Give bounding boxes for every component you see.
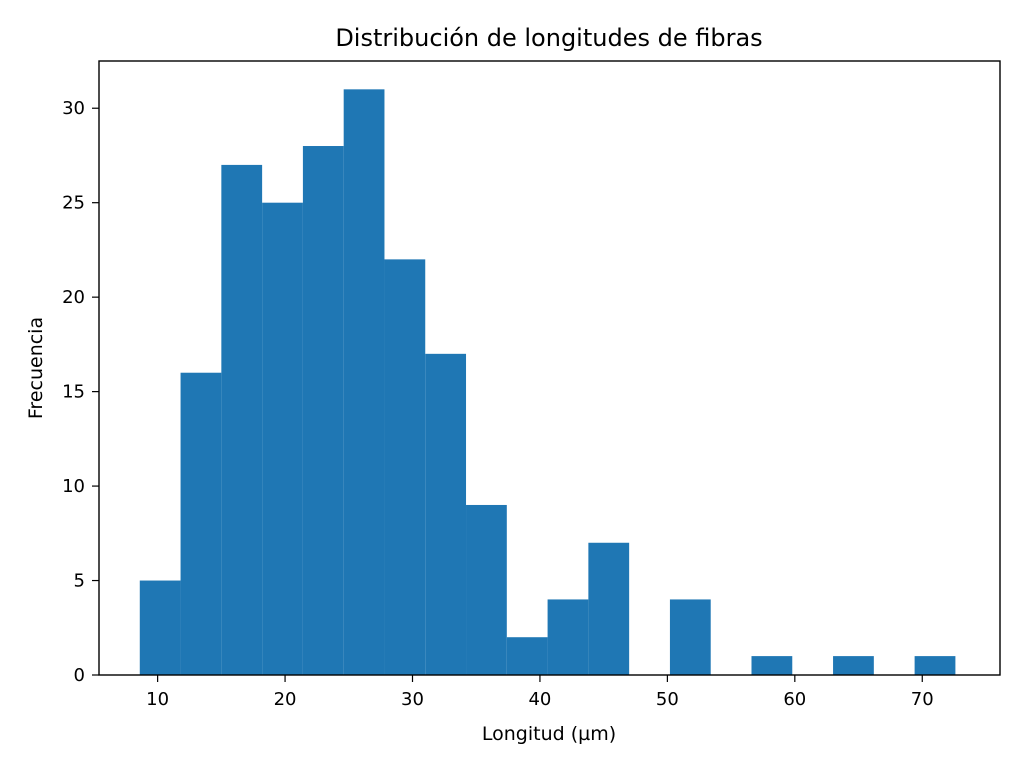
histogram-bar-2 (221, 164, 263, 675)
chart-title: Distribución de longitudes de fibras (335, 24, 762, 52)
histogram-bar-19 (914, 656, 956, 675)
x-axis-label: Longitud (µm) (482, 723, 616, 745)
x-tick-label: 20 (274, 689, 297, 710)
histogram-bar-15 (751, 656, 793, 675)
x-axis-ticks: 10 20 30 40 50 60 70 (146, 675, 934, 710)
histogram-bar-7 (425, 353, 467, 675)
histogram-bar-0 (139, 580, 181, 675)
histogram-bar-5 (343, 89, 385, 676)
y-tick-label: 30 (62, 98, 85, 119)
histogram-bar-9 (506, 637, 548, 675)
x-tick-label: 40 (528, 689, 551, 710)
y-tick-label: 5 (74, 571, 85, 592)
y-tick-label: 0 (74, 665, 85, 686)
y-tick-label: 10 (62, 476, 85, 497)
histogram-bar-1 (180, 372, 222, 675)
x-tick-label: 30 (401, 689, 424, 710)
histogram-bar-3 (262, 202, 303, 675)
x-tick-label: 10 (146, 689, 169, 710)
x-tick-label: 70 (911, 689, 934, 710)
histogram-bar-8 (466, 504, 507, 675)
histogram-bar-4 (302, 146, 344, 675)
x-tick-label: 60 (783, 689, 806, 710)
y-tick-label: 15 (62, 382, 85, 403)
histogram-bars (139, 89, 956, 676)
histogram-bar-13 (669, 599, 711, 675)
y-tick-label: 25 (62, 193, 85, 214)
histogram-bar-10 (547, 599, 589, 675)
histogram-bar-6 (384, 259, 426, 675)
y-tick-label: 20 (62, 287, 85, 308)
histogram-bar-11 (588, 542, 630, 675)
x-tick-label: 50 (656, 689, 679, 710)
y-axis-ticks: 0 5 10 15 20 25 30 (62, 98, 99, 686)
histogram-bar-17 (833, 656, 874, 675)
y-axis-label: Frecuencia (25, 317, 47, 419)
plot-frame (98, 60, 1001, 676)
